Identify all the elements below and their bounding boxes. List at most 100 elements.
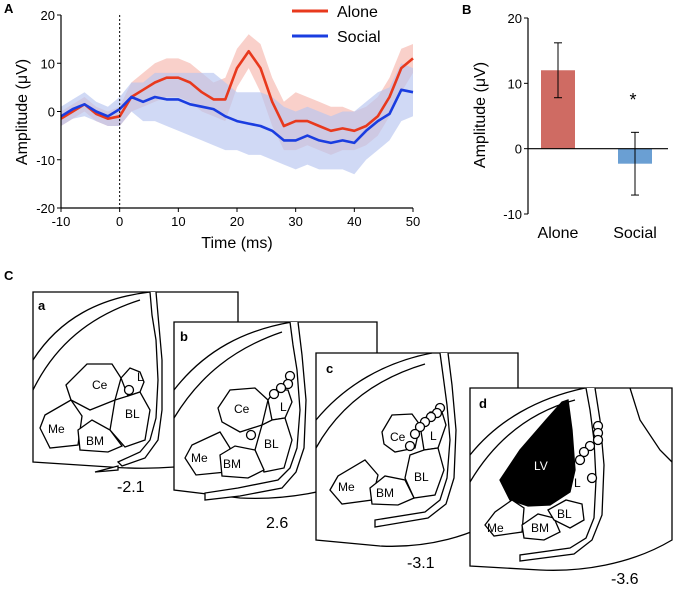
- region-label: BM: [531, 521, 549, 535]
- x-tick-label: 50: [406, 214, 420, 229]
- region-bl: [547, 499, 585, 529]
- y-tick-label: 0: [48, 105, 55, 120]
- slice-letter: d: [479, 396, 487, 411]
- tract-line: [173, 321, 293, 391]
- region-label: Me: [338, 480, 355, 494]
- y-tick-label: -20: [36, 201, 55, 216]
- y-tick-label: 20: [41, 8, 55, 23]
- electrode-site: [245, 429, 257, 441]
- x-tick-label: 30: [288, 214, 302, 229]
- region-bm: [369, 475, 415, 506]
- region-label: Ce: [234, 402, 250, 416]
- tract-tip: [94, 465, 119, 473]
- region-label: Me: [48, 422, 65, 436]
- brain-slice-d: [469, 387, 673, 571]
- region-label: BM: [86, 434, 104, 448]
- x-tick-label: 20: [230, 214, 244, 229]
- region-label: L: [280, 400, 287, 414]
- electrode-site: [574, 454, 586, 466]
- y-tick-label: -10: [36, 153, 55, 168]
- electrode-site: [275, 382, 287, 394]
- slice-letter: b: [180, 329, 188, 344]
- legend: Alone Social: [292, 4, 381, 46]
- tract-band: [374, 352, 457, 528]
- region-me: [329, 459, 379, 505]
- region-label: BM: [223, 457, 241, 471]
- bar-y-tick-label: 10: [508, 76, 522, 91]
- electrode-site: [414, 421, 426, 433]
- region-bm: [521, 513, 561, 541]
- slice-letter: a: [38, 298, 46, 313]
- x-tick-label: 10: [171, 214, 185, 229]
- bar-y-axis-label: Amplitude (μV): [472, 62, 489, 168]
- y-axis-label: Amplitude (μV): [14, 59, 31, 165]
- tract-line: [32, 291, 151, 361]
- tract-line: [32, 299, 141, 391]
- error-band-social: [61, 63, 413, 175]
- bar-category-social: Social: [613, 225, 657, 242]
- electrode-site: [123, 384, 135, 396]
- bar-y-tick-label: -10: [503, 207, 522, 222]
- region-label: Me: [191, 451, 208, 465]
- region-label: L: [430, 429, 437, 443]
- region-label: BL: [557, 507, 572, 521]
- electrode-site: [409, 428, 421, 440]
- legend-label-social: Social: [337, 29, 381, 46]
- bar-y-tick-label: 0: [515, 142, 522, 157]
- region-lv: [499, 399, 576, 507]
- electrode-site: [584, 440, 596, 452]
- x-tick-label: -10: [52, 214, 71, 229]
- tract-band: [519, 387, 605, 562]
- panel-letter-a: A: [4, 1, 14, 16]
- x-tick-label: 40: [347, 214, 361, 229]
- x-axis-label: Time (ms): [201, 235, 272, 252]
- tract-band: [204, 321, 307, 501]
- region-bm: [219, 445, 265, 479]
- region-ce: [65, 363, 122, 411]
- region-label: LV: [534, 459, 548, 473]
- region-label: L: [137, 370, 144, 384]
- region-me: [184, 431, 231, 476]
- region-label: Me: [487, 521, 504, 535]
- electrode-site: [268, 388, 280, 400]
- tract-line: [173, 331, 283, 419]
- panel-letter-c: C: [4, 268, 14, 283]
- electrode-site: [578, 446, 590, 458]
- x-tick-label: 0: [116, 214, 123, 229]
- brain-slice-c: [315, 352, 519, 547]
- ap-coordinate: 2.6: [266, 515, 288, 532]
- electrode-site: [404, 440, 416, 452]
- region-label: BL: [414, 470, 429, 484]
- tract-line: [469, 387, 586, 456]
- tract-line: [315, 352, 433, 421]
- bar-category-alone: Alone: [538, 225, 579, 242]
- region-label: BL: [264, 437, 279, 451]
- region-me: [484, 499, 525, 537]
- ap-coordinate: -3.1: [407, 555, 435, 572]
- legend-label-alone: Alone: [337, 4, 378, 21]
- region-label: Ce: [92, 378, 108, 392]
- region-label: BL: [125, 407, 140, 421]
- ap-coordinate: -2.1: [117, 479, 145, 496]
- region-ce: [217, 387, 269, 433]
- significance-star: *: [629, 90, 636, 110]
- panel-letter-b: B: [462, 2, 471, 17]
- tract-line: [629, 387, 673, 463]
- region-me: [39, 399, 83, 449]
- electrode-site: [592, 434, 604, 446]
- ap-coordinate: -3.6: [611, 571, 639, 588]
- electrode-site: [586, 472, 598, 484]
- y-tick-label: 10: [41, 56, 55, 71]
- region-label: BM: [376, 486, 394, 500]
- region-label: Ce: [390, 430, 406, 444]
- tract-band: [116, 291, 163, 467]
- bar-y-tick-label: 20: [508, 11, 522, 26]
- region-bm: [77, 419, 124, 453]
- slice-letter: c: [326, 361, 333, 376]
- series-line-social: [60, 88, 414, 145]
- region-bl: [404, 447, 445, 499]
- region-label: L: [574, 476, 581, 490]
- bar-chart: -10 0 10 20: [503, 11, 668, 222]
